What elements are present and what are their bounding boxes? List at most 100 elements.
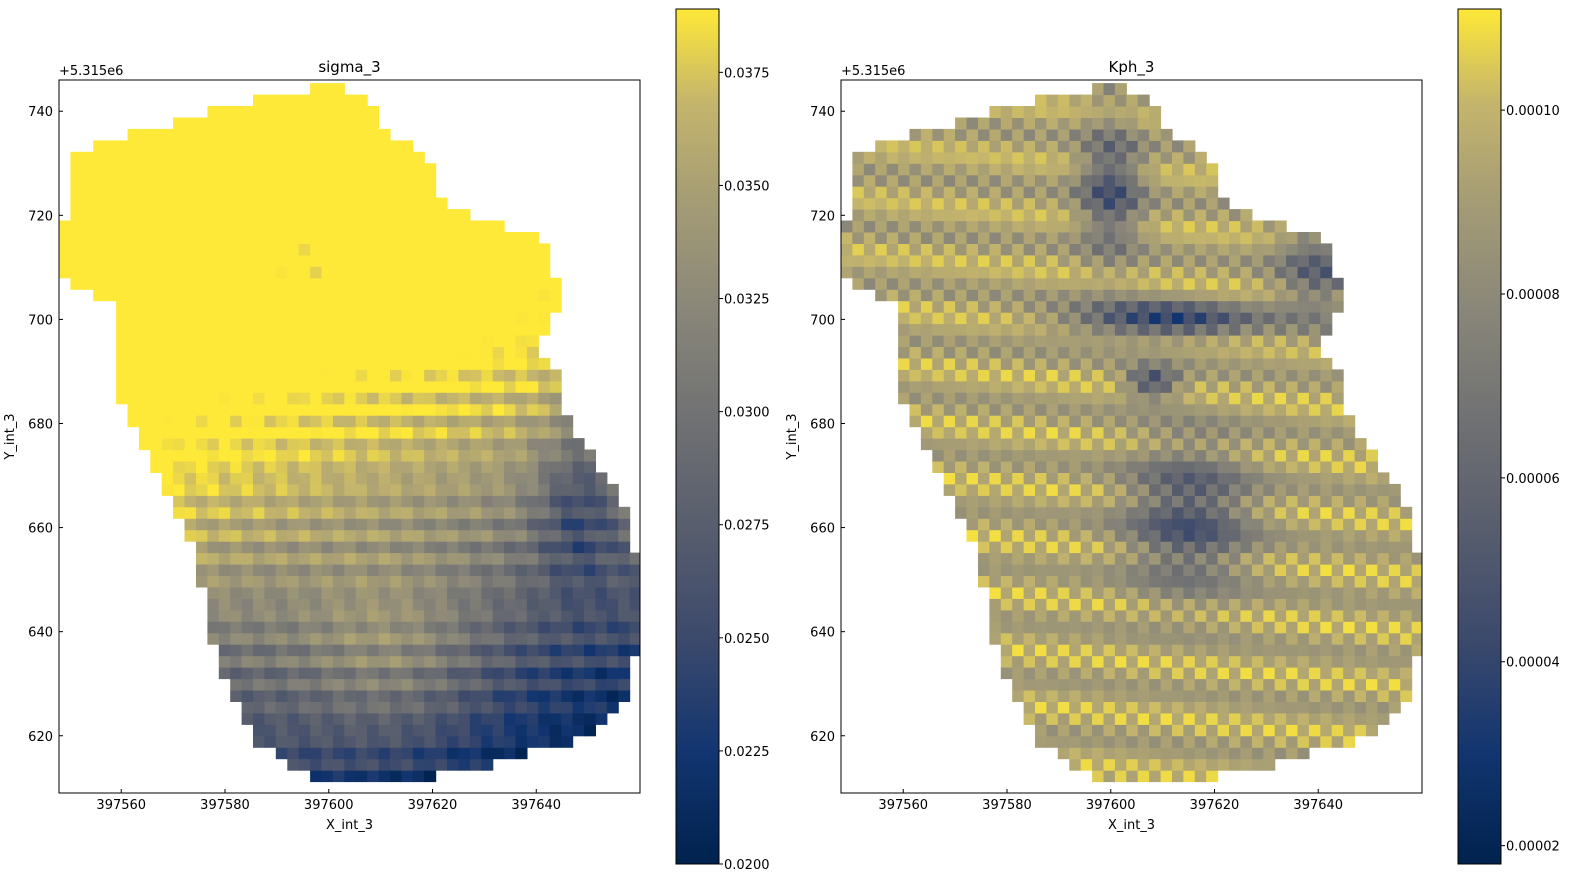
heatmap-cell <box>218 403 231 416</box>
heatmap-cell <box>1354 483 1367 496</box>
heatmap-cell <box>412 690 425 702</box>
heatmap-cell <box>898 186 911 199</box>
heatmap-cell <box>1217 735 1230 748</box>
heatmap-cell <box>852 174 865 187</box>
heatmap-cell <box>310 357 323 370</box>
heatmap-cell <box>207 529 220 542</box>
heatmap-cell <box>932 174 945 187</box>
heatmap-cell <box>161 289 174 302</box>
heatmap-cell <box>1263 541 1276 554</box>
heatmap-cell <box>1343 644 1356 657</box>
heatmap-cell <box>332 472 345 485</box>
heatmap-cell <box>93 277 106 290</box>
heatmap-cell <box>287 472 300 485</box>
heatmap-cell <box>230 598 243 611</box>
heatmap-cell <box>264 724 277 737</box>
heatmap-cell <box>932 140 945 153</box>
heatmap-cell <box>492 254 505 267</box>
heatmap-cell <box>978 277 990 290</box>
heatmap-cell <box>1057 609 1070 622</box>
heatmap-cell <box>298 346 311 359</box>
heatmap-cell <box>1194 266 1207 279</box>
x-tick-label: 397580 <box>982 798 1032 813</box>
heatmap-cell <box>390 644 402 657</box>
heatmap-cell <box>1194 575 1207 588</box>
heatmap-cell <box>1366 564 1378 576</box>
heatmap-cell <box>218 621 231 634</box>
heatmap-cell <box>458 312 471 325</box>
heatmap-cell <box>966 186 979 199</box>
heatmap-cell <box>504 472 517 485</box>
heatmap-cell <box>275 220 288 233</box>
heatmap-cell <box>492 701 505 714</box>
heatmap-cell <box>1343 449 1356 462</box>
heatmap-cell <box>390 220 402 233</box>
heatmap-cell <box>127 186 140 199</box>
heatmap-cell <box>1194 598 1207 611</box>
heatmap-cell <box>526 266 539 279</box>
heatmap-cell <box>127 357 140 370</box>
heatmap-cell <box>538 678 551 691</box>
heatmap-cell <box>481 678 494 691</box>
heatmap-cell <box>943 289 956 302</box>
heatmap-cell <box>1046 609 1059 622</box>
heatmap-cell <box>1103 151 1116 164</box>
heatmap-cell <box>287 128 300 141</box>
heatmap-cell <box>253 266 265 279</box>
heatmap-cell <box>1206 220 1219 233</box>
heatmap-cell <box>1286 518 1299 531</box>
heatmap-cell <box>264 667 277 680</box>
heatmap-cell <box>1251 220 1264 233</box>
heatmap-cell <box>275 644 288 657</box>
heatmap-cell <box>458 346 471 359</box>
heatmap-cell <box>344 323 357 336</box>
heatmap-cell <box>253 209 265 222</box>
heatmap-cell <box>378 346 391 359</box>
heatmap-cell <box>218 232 231 244</box>
heatmap-cell <box>344 655 357 668</box>
heatmap-cell <box>863 220 876 233</box>
heatmap-cell <box>196 403 208 416</box>
heatmap-cell <box>59 232 71 244</box>
heatmap-cell <box>1080 483 1093 496</box>
heatmap-cell <box>561 667 574 680</box>
x-axis-label: X_int_3 <box>326 818 373 833</box>
heatmap-cell <box>1194 495 1207 508</box>
heatmap-cell <box>1343 609 1356 622</box>
heatmap-cell <box>526 415 539 428</box>
heatmap-cell <box>298 621 311 634</box>
heatmap-cell <box>275 94 288 107</box>
heatmap-cell <box>561 678 574 691</box>
heatmap-cell <box>1251 506 1264 519</box>
heatmap-cell <box>1240 392 1253 405</box>
heatmap-cell <box>595 609 608 622</box>
heatmap-cell <box>298 94 311 107</box>
heatmap-cell <box>595 644 608 657</box>
heatmap-cell <box>515 655 528 668</box>
heatmap-cell <box>321 174 334 187</box>
heatmap-cell <box>1023 598 1036 611</box>
heatmap-cell <box>344 266 357 279</box>
heatmap-cell <box>526 506 539 519</box>
heatmap-cell <box>1297 461 1310 473</box>
heatmap-cell <box>390 323 402 336</box>
heatmap-cell <box>1388 701 1401 714</box>
heatmap-cell <box>230 564 243 576</box>
heatmap-cell <box>898 323 911 336</box>
heatmap-cell <box>481 564 494 576</box>
heatmap-cell <box>1000 483 1013 496</box>
heatmap-cell <box>104 163 117 176</box>
heatmap-cell <box>230 552 243 565</box>
heatmap-cell <box>1229 758 1241 771</box>
heatmap-cell <box>321 735 334 748</box>
heatmap-cell <box>1194 449 1207 462</box>
heatmap-cell <box>920 174 933 187</box>
heatmap-cell <box>561 472 574 485</box>
heatmap-cell <box>1137 667 1150 680</box>
heatmap-cell <box>526 586 539 599</box>
heatmap-cell <box>1057 403 1070 416</box>
heatmap-cell <box>230 186 243 199</box>
heatmap-cell <box>1286 690 1299 702</box>
heatmap-cell <box>196 312 208 325</box>
heatmap-cell <box>207 403 220 416</box>
